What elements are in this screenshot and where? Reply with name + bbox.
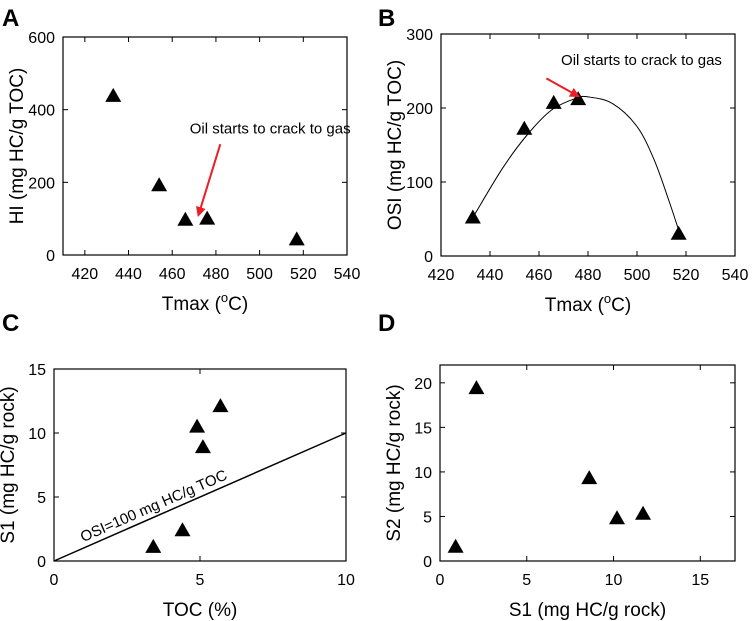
annotation-arrow	[196, 143, 222, 217]
data-point	[609, 510, 625, 525]
plot-frame	[62, 36, 348, 256]
data-point	[447, 538, 464, 553]
y-axis-label: OSI (mg HC/g TOC)	[385, 60, 406, 230]
reference-line-label: OSI=100 mg HC/g TOC	[78, 467, 230, 546]
data-point	[189, 418, 206, 433]
data-point	[516, 120, 533, 135]
data-point	[570, 91, 587, 106]
y-tick-label: 10	[28, 426, 46, 443]
reference-line	[53, 432, 347, 562]
data-point	[199, 210, 216, 225]
y-tick-label: 10	[414, 465, 432, 482]
y-tick-label: 200	[406, 101, 433, 118]
x-axis-label-text: Tmax (	[162, 294, 222, 315]
y-tick-label: 300	[406, 27, 433, 44]
data-point	[288, 231, 305, 246]
y-tick-label: 100	[406, 175, 433, 192]
y-axis-label: S2 (mg HC/g rock)	[384, 384, 405, 541]
data-point	[105, 87, 122, 102]
y-axis-label: S1 (mg HC/g rock)	[0, 386, 19, 543]
y-tick-label: 0	[424, 249, 433, 266]
panel-label: A	[2, 5, 19, 32]
data-point	[464, 209, 481, 224]
data-point	[194, 439, 211, 454]
x-axis-label-end: C)	[611, 295, 631, 316]
data-point	[581, 470, 598, 485]
annotation-text: Oil starts to crack to gas	[561, 52, 722, 69]
panel-b: B 420 440 460 480 500 520 540 0 100 200 300 Tmax (oC…	[378, 5, 748, 316]
panel-a: A 420 440 460 480 500 520 540 0 200 400 600 Tmax (oC…	[2, 5, 360, 315]
x-tick-label: 10	[337, 572, 355, 589]
x-axis-label-superscript: o	[604, 291, 611, 306]
x-axis-label: Tmax (oC)	[162, 290, 248, 315]
panel-c: C 0 5 10 0 5 10 15 TOC (%) S1 (mg HC/g rock) OSI=1…	[0, 310, 355, 621]
x-tick-label: 480	[203, 266, 230, 283]
x-tick-label: 5	[522, 572, 531, 589]
x-tick-label: 0	[436, 572, 445, 589]
y-tick-label: 0	[37, 554, 46, 571]
y-tick-label: 20	[414, 376, 432, 393]
plot-frame	[439, 364, 736, 562]
x-tick-label: 500	[246, 266, 273, 283]
data-point	[468, 380, 485, 395]
x-axis-label-text: S1 (mg HC/g rock)	[509, 600, 666, 621]
x-tick-label: 520	[290, 266, 317, 283]
x-axis-label: S1 (mg HC/g rock)	[509, 600, 666, 621]
x-tick-label: 440	[115, 266, 142, 283]
data-point	[545, 94, 562, 109]
x-axis-label-text: Tmax (	[545, 295, 605, 316]
x-tick-label: 420	[428, 267, 455, 284]
y-tick-label: 15	[414, 420, 432, 437]
x-axis-label-superscript: o	[221, 290, 228, 305]
x-tick-label: 15	[691, 572, 709, 589]
x-tick-label: 10	[605, 572, 623, 589]
x-tick-label: 460	[159, 266, 186, 283]
data-point	[635, 505, 652, 520]
panel-d: D 0 5 10 15 0 5 10 15 20 S1 (mg HC/g rock) S2 (mg H…	[378, 310, 736, 621]
y-tick-label: 200	[28, 175, 55, 192]
panel-label: C	[2, 310, 19, 337]
x-axis-label-text: TOC (%)	[163, 600, 238, 621]
x-tick-label: 480	[575, 267, 602, 284]
data-point	[174, 522, 191, 537]
annotation-arrow	[545, 77, 580, 98]
data-point	[151, 177, 168, 192]
x-tick-label: 500	[624, 267, 651, 284]
y-tick-label: 600	[28, 30, 55, 47]
x-tick-label: 0	[50, 572, 59, 589]
x-tick-label: 440	[477, 267, 504, 284]
y-axis-label: HI (mg HC/g TOC)	[7, 68, 28, 225]
x-axis-label: TOC (%)	[163, 600, 238, 621]
panel-label: D	[378, 310, 395, 337]
y-tick-label: 400	[28, 103, 55, 120]
panel-label: B	[378, 5, 395, 32]
y-tick-label: 15	[28, 362, 46, 379]
x-tick-label: 460	[526, 267, 553, 284]
x-tick-label: 5	[196, 572, 205, 589]
x-axis-label: Tmax (oC)	[545, 291, 631, 316]
y-tick-label: 5	[37, 490, 46, 507]
y-tick-label: 0	[46, 248, 55, 265]
x-tick-label: 520	[673, 267, 700, 284]
x-tick-label: 540	[722, 267, 749, 284]
data-point	[145, 538, 162, 553]
x-tick-label: 540	[334, 266, 361, 283]
x-tick-label: 420	[71, 266, 98, 283]
data-point	[177, 211, 194, 226]
y-tick-label: 5	[423, 509, 432, 526]
x-axis-label-end: C)	[228, 294, 248, 315]
data-point	[212, 398, 229, 413]
annotation-text: Oil starts to crack to gas	[190, 120, 351, 137]
y-tick-label: 0	[423, 554, 432, 571]
fit-curve	[472, 95, 680, 231]
data-point	[670, 225, 687, 240]
